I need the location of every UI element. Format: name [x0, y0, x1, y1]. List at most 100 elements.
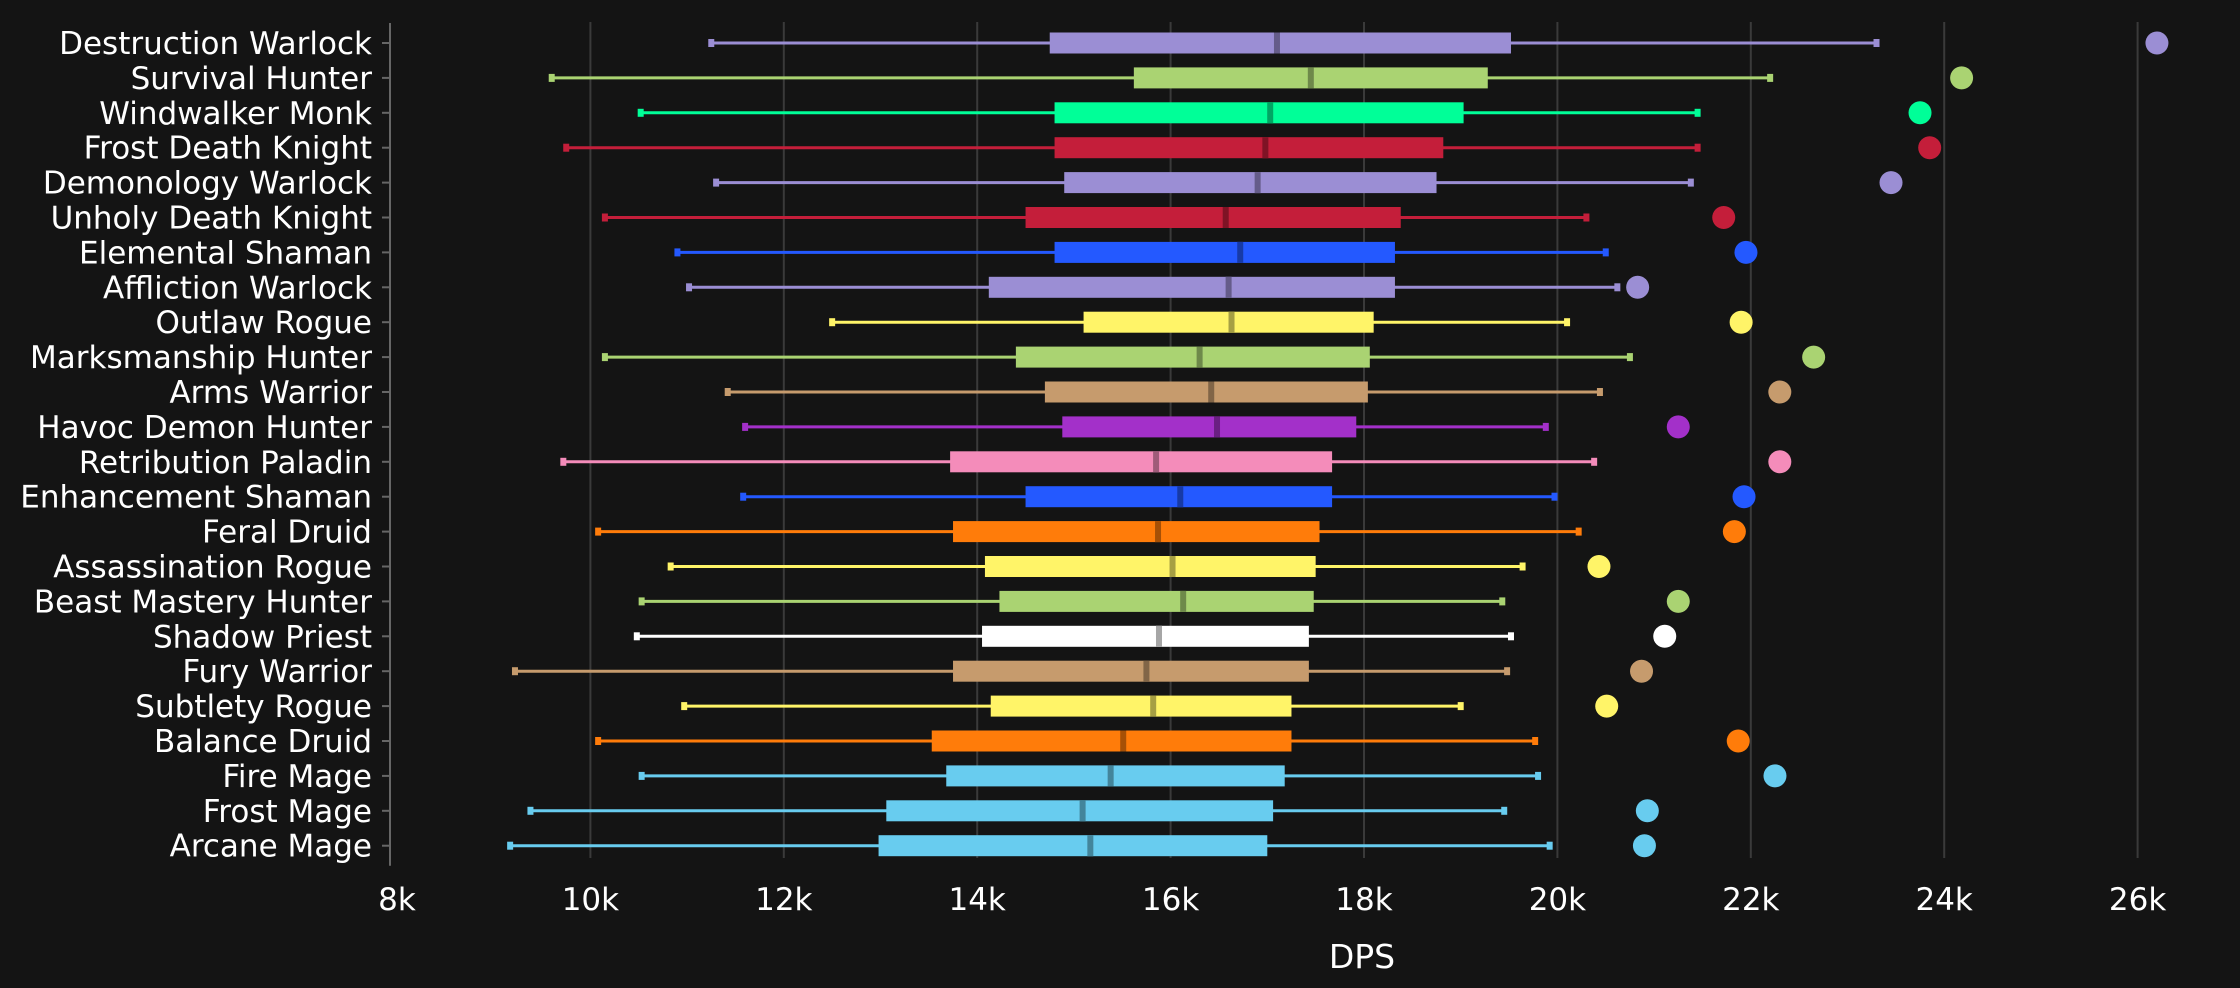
whisker-cap-max	[1626, 353, 1633, 362]
box-outlaw-rogue	[829, 310, 1753, 334]
median-shade	[1228, 311, 1235, 333]
outlier-dot	[1635, 799, 1659, 823]
whisker-cap-min	[638, 597, 645, 606]
whisker-cap-max	[1507, 632, 1514, 641]
median-marker	[1087, 835, 1094, 857]
outlier-dot	[1768, 450, 1792, 474]
median-marker	[1143, 660, 1150, 682]
whisker-cap-min	[681, 702, 688, 711]
box-frost-death-knight	[563, 136, 1942, 160]
iqr-box	[982, 625, 1309, 647]
iqr-box	[931, 730, 1292, 752]
outlier-dot	[1732, 485, 1756, 509]
median-marker	[1155, 625, 1162, 647]
y-category-label: Arms Warrior	[169, 375, 372, 411]
box-retribution-paladin	[560, 450, 1792, 474]
median-marker	[1177, 486, 1184, 508]
outlier-dot	[1653, 624, 1677, 648]
iqr-box	[953, 521, 1320, 543]
median-marker	[1208, 381, 1215, 403]
box-beast-mastery-hunter	[638, 589, 1690, 613]
y-category-label: Frost Mage	[203, 794, 372, 830]
whisker-cap-max	[1542, 422, 1549, 431]
whisker-cap-max	[1767, 73, 1774, 82]
whisker-cap-max	[1687, 178, 1694, 187]
whisker-cap-min	[548, 73, 555, 82]
box-arcane-mage	[507, 834, 1656, 858]
whisker-cap-min	[742, 422, 749, 431]
outlier-dot	[1918, 136, 1942, 160]
box-unholy-death-knight	[601, 206, 1736, 229]
box-fire-mage	[638, 764, 1787, 788]
median-shade	[1214, 416, 1221, 438]
iqr-box	[1015, 346, 1370, 368]
whisker-cap-max	[1564, 318, 1571, 327]
iqr-box	[1025, 207, 1401, 228]
whisker-cap-min	[708, 39, 715, 47]
median-shade	[1107, 765, 1114, 787]
box-windwalker-monk	[637, 101, 1932, 125]
y-category-label: Beast Mastery Hunter	[34, 584, 372, 620]
whisker-cap-min	[637, 108, 644, 117]
whisker-cap-max	[1602, 248, 1609, 257]
median-shade	[1225, 276, 1232, 298]
median-marker	[1267, 102, 1274, 124]
outlier-dot	[1595, 694, 1619, 718]
box-enhancement-shaman	[740, 485, 1756, 509]
iqr-box	[1049, 32, 1511, 54]
whisker-cap-min	[713, 178, 720, 187]
y-category-label: Windwalker Monk	[99, 96, 372, 132]
whisker-cap-max	[1532, 737, 1539, 745]
x-tick-label: 24k	[1915, 882, 1972, 918]
y-category-label: Unholy Death Knight	[51, 201, 372, 237]
median-shade	[1208, 381, 1215, 403]
y-category-label: Subtlety Rogue	[135, 689, 372, 725]
box-arms-warrior	[724, 380, 1792, 404]
iqr-box	[1054, 241, 1395, 263]
median-marker	[1150, 695, 1157, 717]
whisker-cap-max	[1499, 597, 1506, 606]
x-tick-label: 22k	[1722, 882, 1779, 918]
whisker-cap-max	[1504, 667, 1511, 676]
y-category-label: Destruction Warlock	[59, 26, 372, 62]
median-marker	[1196, 346, 1203, 368]
whisker-cap-min	[527, 806, 534, 815]
iqr-box	[984, 556, 1316, 577]
box-survival-hunter	[548, 66, 1974, 90]
whisker-cap-min	[560, 457, 567, 466]
median-shade	[1262, 137, 1269, 159]
median-marker	[1273, 32, 1280, 54]
median-shade	[1155, 521, 1162, 543]
whisker-cap-min	[595, 527, 602, 536]
box-destruction-warlock	[708, 31, 2169, 55]
whisker-cap-max	[1501, 806, 1508, 815]
x-axis-title: DPS	[1329, 937, 1395, 976]
box-assassination-rogue	[667, 555, 1611, 578]
median-marker	[1262, 137, 1269, 159]
outlier-dot	[2145, 31, 2169, 55]
median-marker	[1169, 556, 1176, 577]
outlier-dot	[1632, 834, 1656, 858]
whisker-cap-min	[507, 841, 514, 850]
outlier-dot	[1726, 729, 1750, 753]
median-marker	[1120, 730, 1127, 752]
median-marker	[1214, 416, 1221, 438]
y-category-label: Affliction Warlock	[103, 270, 372, 306]
iqr-box	[946, 765, 1285, 787]
median-shade	[1307, 67, 1314, 89]
outlier-dot	[1630, 659, 1654, 683]
whisker-cap-max	[1535, 771, 1542, 780]
y-category-label: Arcane Mage	[170, 829, 372, 865]
y-category-label: Frost Death Knight	[84, 131, 372, 167]
y-category-label: Fury Warrior	[182, 654, 372, 690]
whisker-cap-max	[1575, 527, 1582, 536]
median-marker	[1237, 241, 1244, 263]
outlier-dot	[1666, 415, 1690, 439]
iqr-box	[1054, 137, 1444, 159]
iqr-box	[990, 695, 1292, 717]
median-shade	[1180, 590, 1187, 612]
outlier-dot	[1768, 380, 1792, 404]
outlier-dot	[1729, 310, 1753, 334]
iqr-box	[950, 451, 1333, 473]
y-category-label: Marksmanship Hunter	[30, 340, 372, 376]
